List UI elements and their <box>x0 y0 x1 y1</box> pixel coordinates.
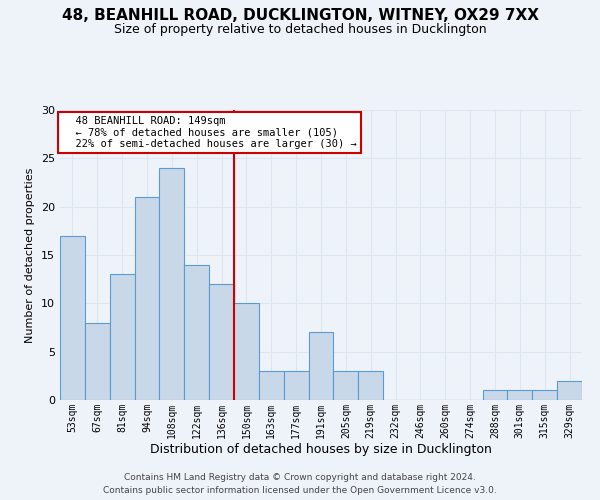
Bar <box>134 197 160 400</box>
Y-axis label: Number of detached properties: Number of detached properties <box>25 168 35 342</box>
Bar <box>110 274 134 400</box>
Text: Contains HM Land Registry data © Crown copyright and database right 2024.: Contains HM Land Registry data © Crown c… <box>124 472 476 482</box>
Bar <box>508 390 532 400</box>
Bar <box>358 371 383 400</box>
Bar <box>308 332 334 400</box>
Bar <box>209 284 234 400</box>
Bar <box>284 371 308 400</box>
Bar <box>482 390 508 400</box>
Bar <box>184 264 209 400</box>
Bar <box>334 371 358 400</box>
Bar <box>85 322 110 400</box>
Text: Size of property relative to detached houses in Ducklington: Size of property relative to detached ho… <box>113 22 487 36</box>
Bar <box>60 236 85 400</box>
Bar <box>160 168 184 400</box>
Bar <box>259 371 284 400</box>
Bar <box>234 304 259 400</box>
Text: 48 BEANHILL ROAD: 149sqm
  ← 78% of detached houses are smaller (105)
  22% of s: 48 BEANHILL ROAD: 149sqm ← 78% of detach… <box>62 116 356 149</box>
Bar <box>557 380 582 400</box>
Text: 48, BEANHILL ROAD, DUCKLINGTON, WITNEY, OX29 7XX: 48, BEANHILL ROAD, DUCKLINGTON, WITNEY, … <box>62 8 539 22</box>
Text: Distribution of detached houses by size in Ducklington: Distribution of detached houses by size … <box>150 442 492 456</box>
Bar <box>532 390 557 400</box>
Text: Contains public sector information licensed under the Open Government Licence v3: Contains public sector information licen… <box>103 486 497 495</box>
